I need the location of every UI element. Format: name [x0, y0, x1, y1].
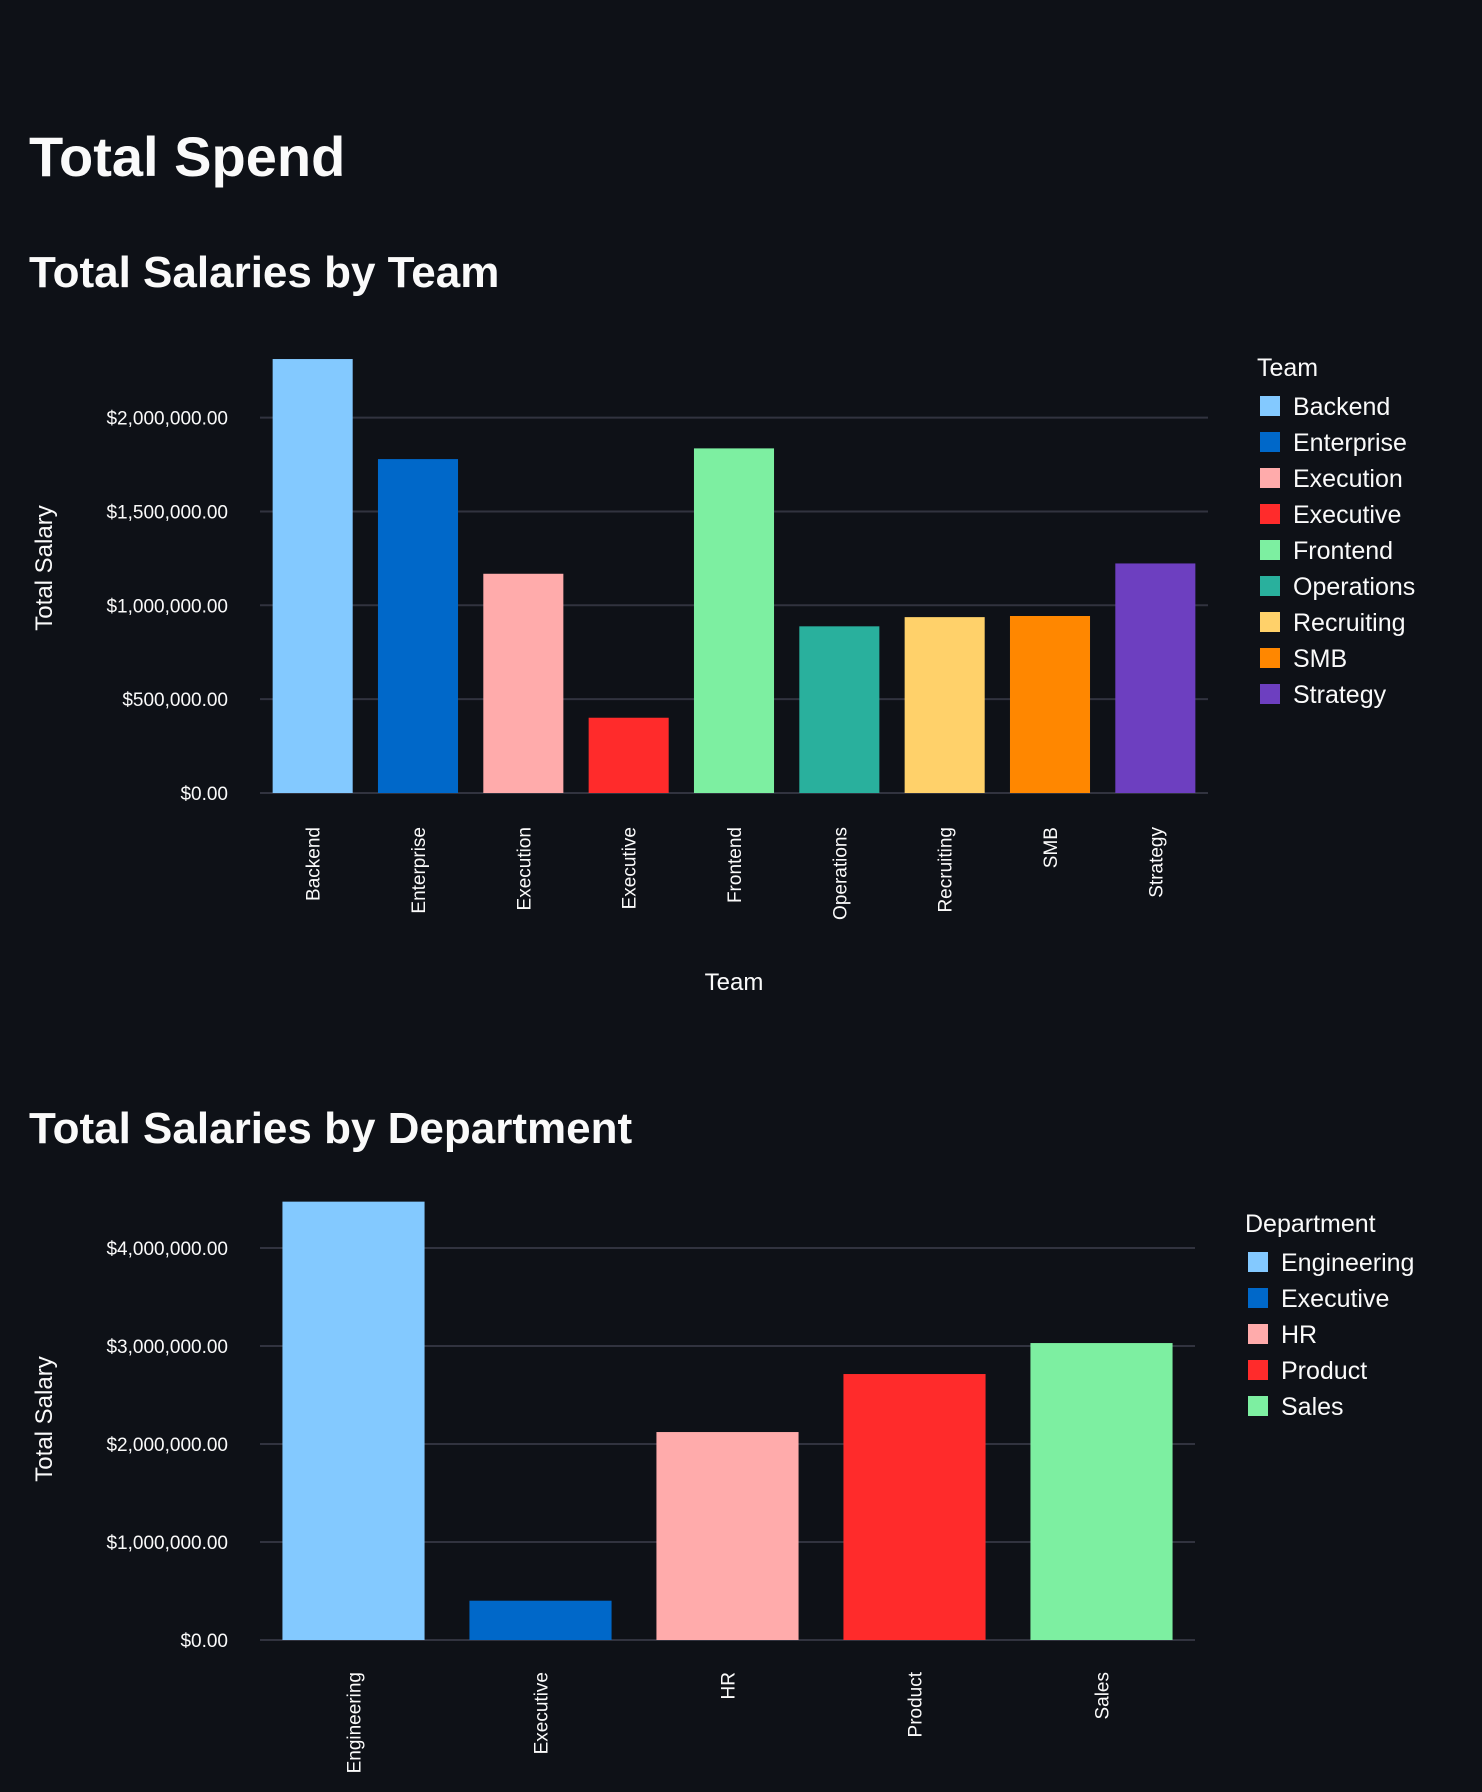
y-tick-label: $1,000,000.00 [106, 1533, 228, 1554]
y-tick-label: $2,000,000.00 [106, 1435, 228, 1456]
y-tick-label: $3,000,000.00 [106, 1337, 228, 1358]
legend-label: Sales [1281, 1393, 1344, 1421]
legend-swatch [1248, 1288, 1268, 1308]
x-tick-label: Recruiting [936, 827, 957, 913]
legend-title: Team [1257, 354, 1318, 382]
legend-label: Operations [1293, 573, 1415, 601]
bar-executive [588, 717, 669, 793]
x-tick-label: SMB [1041, 827, 1062, 868]
bar-strategy [1115, 563, 1196, 793]
legend-swatch [1260, 612, 1280, 632]
x-tick-label: Frontend [725, 827, 746, 903]
x-tick-label: Enterprise [409, 827, 430, 914]
legend-label: Executive [1293, 501, 1401, 529]
chart-title-team: Total Salaries by Team [29, 248, 500, 297]
bar-smb [1009, 615, 1091, 793]
bar-operations [799, 626, 880, 793]
x-tick-label: Sales [1093, 1672, 1114, 1720]
legend-label: Execution [1293, 465, 1403, 493]
legend-label: SMB [1293, 645, 1347, 673]
legend-swatch [1260, 504, 1280, 524]
legend-label: Recruiting [1293, 609, 1406, 637]
y-tick-label: $2,000,000.00 [106, 409, 228, 430]
legend-title: Department [1245, 1210, 1376, 1238]
legend-swatch [1260, 396, 1280, 416]
legend-swatch [1260, 576, 1280, 596]
legend-label: Executive [1281, 1285, 1389, 1313]
y-tick-label: $1,500,000.00 [106, 502, 228, 523]
legend-label: Product [1281, 1357, 1367, 1385]
legend-swatch [1248, 1324, 1268, 1344]
legend-label: Enterprise [1293, 429, 1407, 457]
x-tick-label: HR [719, 1672, 740, 1699]
page-title: Total Spend [29, 125, 346, 188]
x-tick-label: Backend [304, 827, 325, 901]
y-tick-label: $0.00 [180, 1631, 228, 1652]
bar-engineering [282, 1201, 425, 1640]
legend-swatch [1248, 1396, 1268, 1416]
y-axis-title: Total Salary [31, 505, 58, 630]
x-tick-label: Executive [620, 827, 641, 909]
bar-executive [469, 1600, 612, 1640]
x-tick-label: Operations [830, 827, 851, 920]
y-tick-label: $4,000,000.00 [106, 1239, 228, 1260]
legend-swatch [1248, 1360, 1268, 1380]
y-tick-label: $1,000,000.00 [106, 596, 228, 617]
x-tick-label: Engineering [345, 1672, 366, 1773]
legend-swatch [1248, 1252, 1268, 1272]
y-axis-title: Total Salary [31, 1356, 58, 1481]
legend-label: Strategy [1293, 681, 1387, 709]
x-axis-title: Team [705, 969, 764, 996]
legend-swatch [1260, 468, 1280, 488]
legend-swatch [1260, 432, 1280, 452]
legend-label: Backend [1293, 393, 1390, 421]
chart-title-department: Total Salaries by Department [29, 1104, 633, 1153]
bar-backend [272, 359, 353, 793]
legend-swatch [1260, 648, 1280, 668]
bar-hr [656, 1432, 799, 1640]
legend-swatch [1260, 684, 1280, 704]
x-tick-label: Executive [532, 1672, 553, 1754]
bar-product [843, 1374, 986, 1640]
legend-swatch [1260, 540, 1280, 560]
y-tick-label: $500,000.00 [122, 690, 228, 711]
x-tick-label: Product [906, 1671, 927, 1737]
y-tick-label: $0.00 [180, 784, 228, 805]
bar-recruiting [904, 617, 985, 793]
legend-label: Frontend [1293, 537, 1393, 565]
legend-label: Engineering [1281, 1249, 1414, 1277]
legend-label: HR [1281, 1321, 1317, 1349]
x-tick-label: Execution [514, 827, 535, 910]
bar-execution [483, 573, 564, 793]
bar-frontend [693, 448, 775, 793]
x-tick-label: Strategy [1146, 827, 1167, 898]
bar-enterprise [377, 459, 459, 793]
bar-sales [1030, 1343, 1173, 1640]
